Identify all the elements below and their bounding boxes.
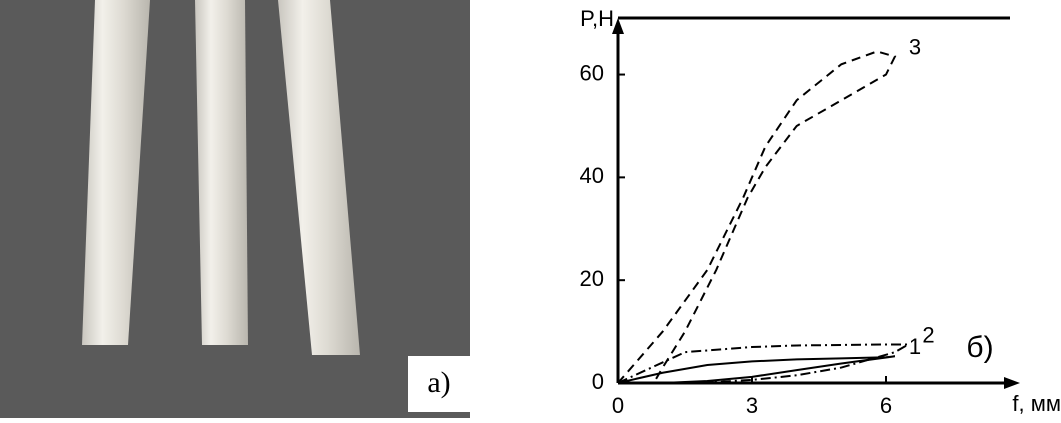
panel-label: б) <box>966 331 993 364</box>
x-tick-label: 3 <box>746 393 758 418</box>
y-tick-label: 60 <box>580 60 604 85</box>
y-axis-label: P,H <box>580 6 614 31</box>
x-tick-label: 0 <box>612 393 624 418</box>
x-arrow <box>1004 377 1020 389</box>
curve <box>617 50 897 384</box>
y-tick-label: 40 <box>580 163 604 188</box>
photo-label: а) <box>427 366 450 399</box>
photo: а) <box>0 0 470 418</box>
y-tick-label: 20 <box>580 266 604 291</box>
curve <box>617 343 913 384</box>
x-tick-label: 6 <box>880 393 892 418</box>
curve-label: 1 <box>909 334 921 359</box>
curve <box>617 355 896 384</box>
curve-label: 3 <box>909 34 921 59</box>
x-axis-label: f, мм <box>1012 391 1061 416</box>
curve-label: 2 <box>922 322 934 347</box>
rod <box>82 0 150 345</box>
y-arrow <box>612 18 624 34</box>
rod <box>195 0 248 345</box>
label-box <box>408 356 470 412</box>
y-tick-label: 0 <box>592 369 604 394</box>
rod <box>278 0 360 355</box>
